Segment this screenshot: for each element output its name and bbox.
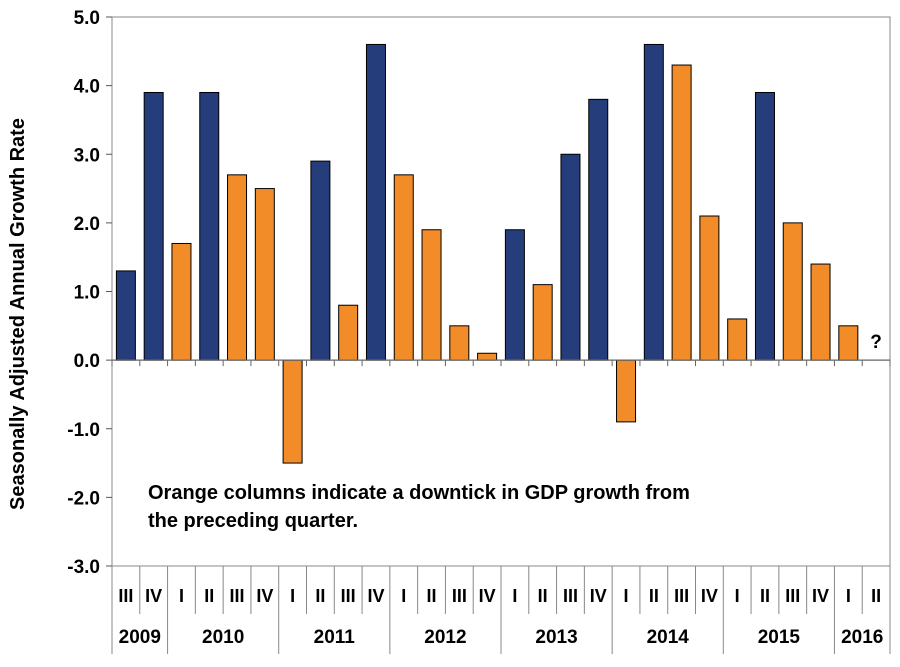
bar-uptick bbox=[143, 91, 164, 361]
quarter-label: IV bbox=[145, 586, 162, 606]
bar-downtick bbox=[227, 174, 248, 361]
y-tick-label: 0.0 bbox=[74, 351, 100, 372]
year-label: 2013 bbox=[535, 627, 577, 648]
bar-uptick bbox=[365, 43, 386, 361]
bar-uptick bbox=[115, 270, 136, 361]
y-axis-label: Seasonally Adjusted Annual Growth Rate bbox=[7, 118, 29, 510]
bar-downtick bbox=[838, 325, 859, 361]
quarter-label: III bbox=[230, 586, 245, 606]
bar-downtick bbox=[477, 352, 498, 361]
quarter-label: II bbox=[427, 586, 437, 606]
quarter-label: IV bbox=[590, 586, 607, 606]
y-tick-label: 4.0 bbox=[74, 77, 100, 98]
year-label: 2016 bbox=[841, 627, 883, 648]
bar-downtick bbox=[616, 359, 637, 423]
quarter-label: I bbox=[512, 586, 517, 606]
quarter-label: II bbox=[315, 586, 325, 606]
quarter-label: II bbox=[649, 586, 659, 606]
annotation-line-1: Orange columns indicate a downtick in GD… bbox=[148, 482, 690, 504]
y-tick-label: -2.0 bbox=[67, 488, 100, 509]
quarter-label: I bbox=[735, 586, 740, 606]
quarter-label: III bbox=[118, 586, 133, 606]
bar-uptick bbox=[310, 160, 331, 361]
quarter-label: III bbox=[341, 586, 356, 606]
bar-uptick bbox=[588, 98, 609, 361]
year-label: 2012 bbox=[424, 627, 466, 648]
quarter-label: II bbox=[871, 586, 881, 606]
bars-layer: ? bbox=[115, 43, 882, 464]
bar-uptick bbox=[754, 91, 775, 361]
bar-downtick bbox=[421, 229, 442, 361]
y-tick-label: -3.0 bbox=[67, 557, 100, 578]
axis-layer: 5.0 4.0 3.0 2.0 1.0 0.0 -1.0 -2.0 -3.0 2009 2010 20… bbox=[67, 8, 891, 654]
bar-downtick bbox=[393, 174, 414, 361]
year-label: 2010 bbox=[202, 627, 244, 648]
quarter-label: IV bbox=[367, 586, 384, 606]
bar-downtick bbox=[449, 325, 470, 361]
y-tick-label: 1.0 bbox=[74, 283, 100, 304]
bar-downtick bbox=[254, 188, 275, 361]
quarter-label: I bbox=[401, 586, 406, 606]
quarter-label: II bbox=[204, 586, 214, 606]
quarter-label: III bbox=[452, 586, 467, 606]
quarter-label: III bbox=[785, 586, 800, 606]
bar-downtick bbox=[699, 215, 720, 361]
year-label: 2009 bbox=[119, 627, 161, 648]
year-label: 2015 bbox=[758, 627, 801, 648]
y-tick-label: 5.0 bbox=[74, 8, 100, 29]
bar-uptick bbox=[504, 229, 525, 361]
y-tick-label: 3.0 bbox=[74, 145, 100, 166]
bar-downtick bbox=[532, 284, 553, 361]
y-tick-label: -1.0 bbox=[67, 420, 100, 441]
quarter-label: I bbox=[179, 586, 184, 606]
y-tick-label: 2.0 bbox=[74, 214, 100, 235]
bar-downtick bbox=[338, 304, 359, 361]
quarter-label: I bbox=[290, 586, 295, 606]
bar-downtick bbox=[671, 64, 692, 361]
year-label: 2014 bbox=[647, 627, 690, 648]
year-label: 2011 bbox=[314, 627, 356, 648]
bar-downtick bbox=[782, 222, 803, 361]
unknown-value-marker: ? bbox=[870, 332, 882, 353]
quarter-label: I bbox=[846, 586, 851, 606]
bar-downtick bbox=[171, 242, 192, 361]
quarter-label: IV bbox=[479, 586, 496, 606]
bar-uptick bbox=[643, 43, 664, 361]
bar-downtick bbox=[810, 263, 831, 361]
bar-uptick bbox=[560, 153, 581, 361]
quarter-label: II bbox=[538, 586, 548, 606]
quarter-label: III bbox=[674, 586, 689, 606]
bar-uptick bbox=[199, 91, 220, 361]
quarter-label: III bbox=[563, 586, 578, 606]
quarter-label: II bbox=[760, 586, 770, 606]
bar-downtick bbox=[282, 359, 303, 464]
quarter-label: IV bbox=[701, 586, 718, 606]
quarter-label: IV bbox=[812, 586, 829, 606]
quarter-label: I bbox=[624, 586, 629, 606]
annotation-line-2: the preceding quarter. bbox=[148, 510, 358, 532]
quarter-label: IV bbox=[256, 586, 273, 606]
bar-downtick bbox=[727, 318, 748, 361]
